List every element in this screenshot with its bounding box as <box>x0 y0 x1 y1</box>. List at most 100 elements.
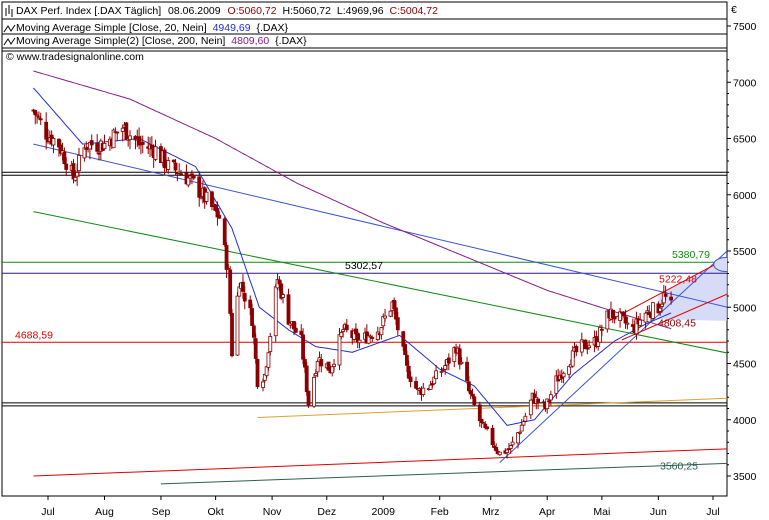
price-candle[interactable] <box>548 390 553 407</box>
price-candle[interactable] <box>140 135 145 154</box>
legend-row-price[interactable]: DAX Perf. Index [.DAX Täglich] 08.06.200… <box>5 5 438 17</box>
price-candle[interactable] <box>408 371 413 388</box>
price-candle[interactable] <box>51 136 56 154</box>
legend-price-open: O:5060,72 <box>228 5 277 17</box>
price-candle[interactable] <box>281 292 285 304</box>
price-candle[interactable] <box>230 309 234 358</box>
price-candle[interactable] <box>312 373 316 408</box>
price-candle[interactable] <box>268 332 273 356</box>
price-candle[interactable] <box>64 157 69 177</box>
price-candle[interactable] <box>166 157 171 174</box>
price-candle[interactable] <box>638 313 643 328</box>
price-candle[interactable] <box>370 335 375 342</box>
price-candle[interactable] <box>434 364 438 380</box>
price-candle[interactable] <box>326 361 331 371</box>
price-candle[interactable] <box>344 318 349 333</box>
y-tick-label: 6000 <box>733 190 757 202</box>
price-candle[interactable] <box>446 353 451 371</box>
price-candle[interactable] <box>536 398 540 410</box>
line-indicator-icon <box>3 37 16 46</box>
price-candle[interactable] <box>273 283 278 342</box>
price-candle[interactable] <box>388 310 393 318</box>
trend-line[interactable] <box>33 143 751 313</box>
annotations-layer: 5302,57 4688,59 5380,79 5222,48 4808,45 3560,… <box>15 249 710 473</box>
price-candle[interactable] <box>306 390 311 408</box>
legend-row-ma20[interactable]: Moving Average Simple [Close, 20, Nein] … <box>3 22 288 34</box>
price-candle[interactable] <box>89 134 94 150</box>
price-candle[interactable] <box>625 316 630 330</box>
price-candle[interactable] <box>266 352 271 371</box>
price-candle[interactable] <box>421 382 426 397</box>
price-candle[interactable] <box>128 130 132 150</box>
price-candle[interactable] <box>204 189 209 205</box>
price-candle[interactable] <box>457 344 462 370</box>
trend-line[interactable] <box>608 245 751 322</box>
price-candle[interactable] <box>574 344 579 357</box>
price-candle[interactable] <box>191 174 196 181</box>
price-candle[interactable] <box>497 451 502 456</box>
x-tick-label: Mai <box>593 506 610 518</box>
price-candle[interactable] <box>379 326 384 340</box>
price-candle[interactable] <box>414 376 418 389</box>
price-candle[interactable] <box>383 308 387 323</box>
price-candle[interactable] <box>77 147 81 178</box>
price-candle[interactable] <box>242 286 247 310</box>
x-tick-label: Mrz <box>482 506 500 518</box>
price-candle[interactable] <box>643 311 648 329</box>
price-candle[interactable] <box>235 292 240 356</box>
price-candle[interactable] <box>102 134 107 151</box>
legend-ma20-name: Moving Average Simple [Close, 20, Nein] <box>16 22 207 34</box>
price-candle[interactable] <box>210 190 214 211</box>
price-candle[interactable] <box>472 393 477 406</box>
price-candle[interactable] <box>523 412 528 423</box>
price-candle[interactable] <box>490 424 495 448</box>
price-candle[interactable] <box>587 340 592 350</box>
price-candle[interactable] <box>465 356 469 384</box>
price-candle[interactable] <box>663 285 668 301</box>
price-candle[interactable] <box>332 359 336 372</box>
price-candle[interactable] <box>124 121 129 140</box>
price-candle[interactable] <box>366 332 371 345</box>
legend-price-name: DAX Perf. Index [.DAX Täglich] <box>16 5 161 17</box>
trend-line[interactable] <box>33 211 751 358</box>
legend-price-low: L:4969,96 <box>337 5 384 17</box>
price-candle[interactable] <box>153 139 158 162</box>
price-candle[interactable] <box>293 322 298 334</box>
price-candle[interactable] <box>115 131 120 141</box>
trend-line[interactable] <box>621 284 751 341</box>
price-candle[interactable] <box>395 311 400 336</box>
price-candle[interactable] <box>508 445 513 454</box>
price-candle[interactable] <box>598 324 602 343</box>
price-candle[interactable] <box>38 112 43 126</box>
price-candle[interactable] <box>228 266 233 316</box>
price-candle[interactable] <box>612 310 617 324</box>
price-candle[interactable] <box>510 436 515 447</box>
y-tick-label: 7500 <box>733 21 757 33</box>
level-annotation-label: 4688,59 <box>15 329 53 341</box>
target-ellipse[interactable] <box>713 257 738 272</box>
price-candle[interactable] <box>485 426 489 431</box>
price-candle[interactable] <box>222 216 227 247</box>
price-candle[interactable] <box>517 431 522 436</box>
trend-line[interactable] <box>160 462 751 485</box>
price-candle[interactable] <box>403 342 407 355</box>
price-candle[interactable] <box>561 371 566 384</box>
trend-line[interactable] <box>257 397 752 418</box>
price-candle[interactable] <box>319 353 324 373</box>
trend-line[interactable] <box>33 448 751 477</box>
price-candle[interactable] <box>255 358 260 389</box>
price-candle[interactable] <box>357 333 362 349</box>
x-tick-label: Jul <box>706 506 719 518</box>
price-candle[interactable] <box>179 169 183 176</box>
price-candle[interactable] <box>650 301 655 320</box>
x-tick-label: Jun <box>650 506 667 518</box>
price-candle[interactable] <box>459 357 464 365</box>
legend-row-ma200[interactable]: Moving Average Simple(2) [Close, 200, Ne… <box>3 35 307 47</box>
price-candle[interactable] <box>304 362 309 396</box>
price-candle[interactable] <box>253 333 258 364</box>
price-candle[interactable] <box>250 303 254 326</box>
price-candle[interactable] <box>505 448 510 459</box>
price-candle[interactable] <box>599 324 604 337</box>
price-candle[interactable] <box>669 291 673 305</box>
price-candle[interactable] <box>217 211 222 219</box>
